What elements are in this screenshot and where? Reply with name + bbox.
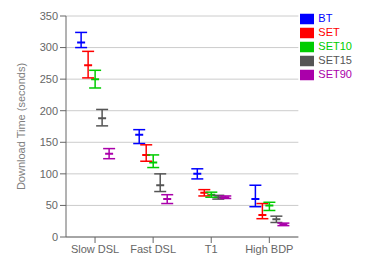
html-text:SET10: SET10 bbox=[318, 40, 352, 53]
svg-text:Slow DSL: Slow DSL bbox=[71, 243, 119, 255]
html-text:SET: SET bbox=[318, 26, 340, 39]
html-text:BT: BT bbox=[318, 12, 333, 24]
svg-text:High BDP: High BDP bbox=[245, 243, 293, 255]
svg-text:50: 50 bbox=[46, 199, 58, 211]
svg-text:100: 100 bbox=[40, 168, 58, 180]
svg-text:200: 200 bbox=[40, 105, 58, 117]
html-text:SET15: SET15 bbox=[318, 54, 352, 67]
svg-text:150: 150 bbox=[40, 136, 58, 148]
html-text:SET90: SET90 bbox=[318, 68, 352, 81]
svg-text:T1: T1 bbox=[205, 243, 218, 255]
svg-text:0: 0 bbox=[52, 231, 58, 243]
svg-text:300: 300 bbox=[40, 41, 58, 53]
svg-text:Fast DSL: Fast DSL bbox=[130, 243, 176, 255]
svg-text:Download Time (seconds): Download Time (seconds) bbox=[15, 63, 27, 190]
svg-text:250: 250 bbox=[40, 73, 58, 85]
svg-text:350: 350 bbox=[40, 10, 58, 22]
